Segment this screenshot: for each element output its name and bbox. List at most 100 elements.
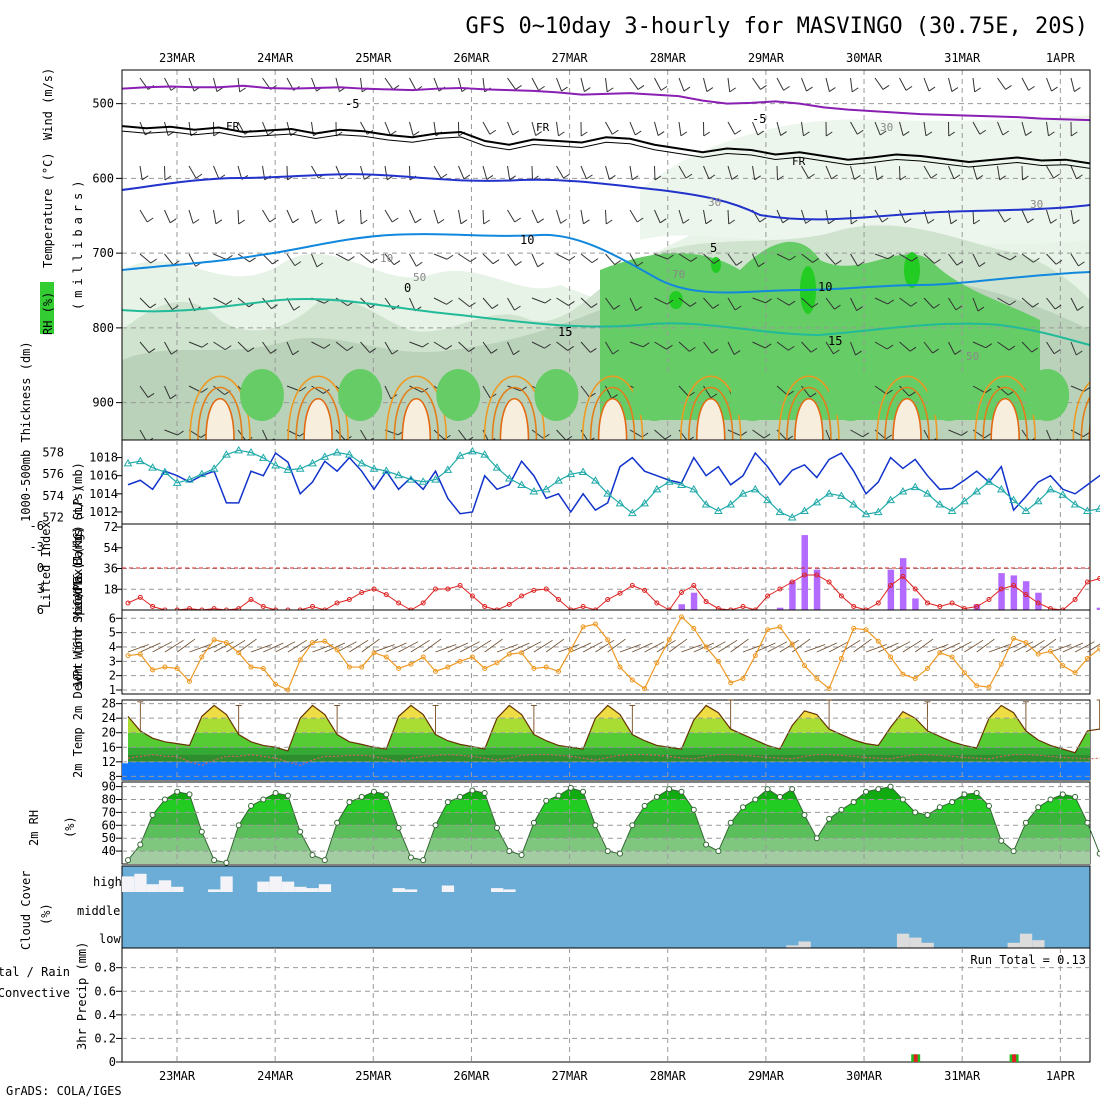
wind-mark-63 [900, 671, 906, 677]
wind-mark-68 [961, 670, 967, 676]
rh-mark-19 [358, 793, 365, 800]
label-0: 0 [404, 281, 411, 295]
wind-mark-0 [125, 653, 131, 659]
thick-mark-66 [935, 500, 945, 508]
li-mark-62 [888, 583, 894, 588]
date-top-0: 23MAR [159, 51, 196, 65]
date-bottom-8: 31MAR [944, 1069, 981, 1083]
cape-tick-2: 54 [104, 541, 118, 555]
cape-bar-1 [690, 592, 698, 610]
ylabel-cape: CAPE (J/kg) [71, 527, 85, 606]
wind-tick-2: 3 [109, 654, 116, 668]
precip-tick-2: 0.4 [94, 1008, 116, 1022]
thickness-markers [123, 445, 1100, 521]
cloud-high-31 [503, 889, 516, 892]
rh-mark-3 [161, 796, 168, 803]
rh-mark-11 [260, 796, 267, 803]
rh-mark-69 [973, 790, 980, 797]
li-mark-78 [1084, 579, 1090, 585]
credit: GrADS: COLA/IGES [6, 1084, 122, 1098]
cloud-high-0 [122, 876, 135, 892]
rh-mark-1 [137, 841, 144, 848]
li-mark-28 [469, 593, 475, 599]
slp-tick-2: 1016 [89, 469, 118, 483]
cape-tick-3: 72 [104, 520, 118, 534]
li-mark-56 [814, 572, 820, 578]
precip-bars [911, 1054, 1019, 1062]
thick-mark-55 [800, 506, 809, 514]
wind-mark-16 [322, 638, 328, 644]
rh-mark-52 [764, 786, 771, 793]
rh-mark-67 [949, 799, 956, 806]
wind-mark-49 [728, 680, 734, 686]
wind-mark-54 [789, 641, 795, 647]
rh-mark-50 [740, 804, 746, 811]
cape-bar-8 [912, 598, 919, 610]
rh-mark-12 [272, 790, 279, 797]
li-tick-3: 3 [37, 582, 44, 596]
thick-mark-10 [246, 448, 256, 456]
wind-mark-47 [703, 644, 709, 650]
li-mark-0 [125, 600, 131, 606]
rh-mark-38 [592, 822, 599, 829]
li-mark-18 [346, 597, 352, 602]
li-mark-69 [974, 604, 980, 609]
wind-mark-26 [445, 664, 451, 670]
label-fr2: FR [536, 121, 550, 134]
ylabel-cloud: Cloud Cover [19, 871, 33, 950]
li-mark-31 [506, 601, 512, 607]
wind-mark-12 [273, 681, 279, 687]
rh-mark-54 [789, 786, 796, 793]
thick-mark-6 [197, 469, 207, 478]
thick-mark-0 [123, 458, 133, 467]
isotherm-10 [122, 297, 1090, 346]
rh-mark-77 [1072, 793, 1079, 800]
rh-mark-32 [518, 851, 525, 858]
cloud-high-8 [220, 876, 233, 892]
cloud-high-1 [134, 873, 147, 892]
rh-mark-5 [186, 791, 193, 798]
cloud-level-middle: middle [77, 904, 120, 918]
ylabel-precip-conv: Convective [0, 986, 70, 1000]
ylabel-slp: SLP (mb) [71, 462, 85, 520]
slp-tick-0: 1012 [89, 505, 118, 519]
date-bottom-3: 26MAR [453, 1069, 490, 1083]
thick-mark-14 [295, 464, 305, 472]
li-mark-71 [998, 586, 1004, 592]
rh-markers [125, 783, 1100, 866]
rh-mark-15 [309, 851, 316, 858]
rh-mark-44 [666, 786, 673, 793]
li-mark-52 [765, 593, 771, 599]
thick-mark-54 [787, 513, 797, 521]
temp-tick-0: 8 [109, 769, 116, 783]
wind-mark-71 [998, 661, 1004, 667]
thick-tick-1: 574 [42, 489, 64, 503]
cloud-high-15 [306, 888, 319, 892]
rh-mark-22 [395, 824, 402, 831]
rh-mark-33 [530, 819, 537, 826]
ylabel-temp: Temperature (°C) [41, 152, 55, 268]
wind-mark-1 [137, 651, 143, 657]
li-tick-1: -3 [30, 540, 44, 554]
temp-tick-2: 16 [102, 740, 116, 754]
cape-tick-0: 18 [104, 582, 118, 596]
li-mark-34 [543, 586, 549, 592]
cape-bar-11 [1010, 575, 1018, 610]
thick-mark-21 [381, 466, 391, 474]
li-mark-61 [875, 600, 881, 606]
thick-mark-70 [984, 477, 994, 485]
thick-mark-71 [996, 484, 1006, 493]
thick-mark-31 [504, 474, 514, 482]
rh-label-50b: 50 [966, 350, 979, 363]
thick-tick-0: 572 [42, 511, 64, 525]
cloud-low-54 [786, 945, 799, 948]
wind-mark-70 [986, 684, 992, 690]
rh-mark-53 [776, 793, 783, 800]
label-minus5b: -5 [752, 112, 766, 126]
thick-mark-41 [627, 508, 637, 517]
rh-mark-61 [875, 786, 882, 793]
thick-mark-26 [443, 465, 453, 473]
thick-mark-15 [308, 458, 317, 467]
